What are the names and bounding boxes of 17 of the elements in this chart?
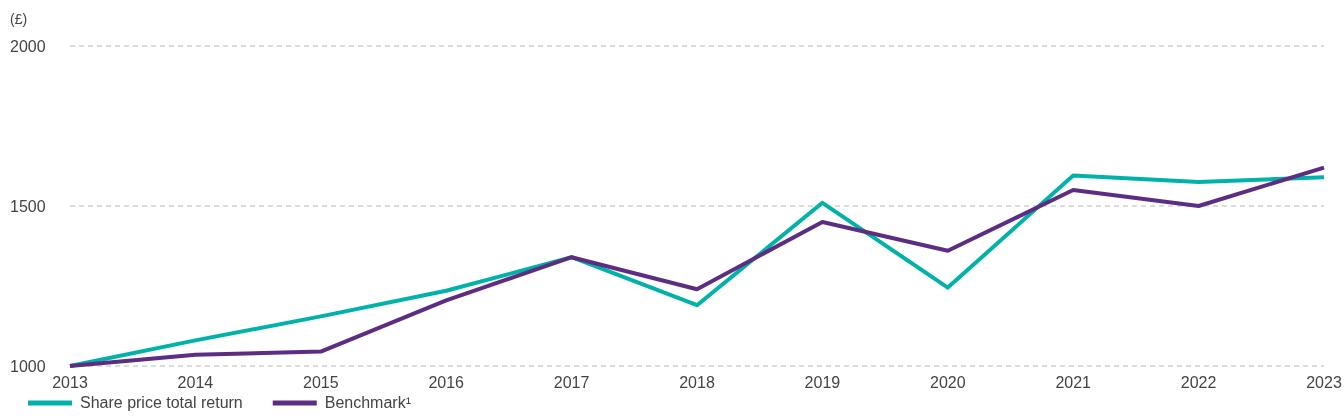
x-tick-label: 2018 <box>679 374 715 391</box>
y-axis-title: (£) <box>10 11 28 27</box>
y-tick-label: 1500 <box>10 198 46 215</box>
x-tick-label: 2016 <box>428 374 465 391</box>
x-tick-label: 2019 <box>804 374 841 391</box>
y-tick-label: 2000 <box>10 38 46 55</box>
y-tick-label: 1000 <box>10 358 46 375</box>
legend-label: Benchmark¹ <box>324 394 411 411</box>
x-tick-label: 2017 <box>553 374 590 391</box>
x-tick-label: 2021 <box>1055 374 1092 391</box>
x-tick-label: 2015 <box>303 374 339 391</box>
x-tick-label: 2014 <box>177 374 214 391</box>
x-tick-label: 2022 <box>1180 374 1217 391</box>
legend-label: Share price total return <box>80 394 243 411</box>
x-tick-label: 2023 <box>1306 374 1342 391</box>
x-tick-label: 2013 <box>52 374 88 391</box>
x-tick-label: 2020 <box>930 374 966 391</box>
